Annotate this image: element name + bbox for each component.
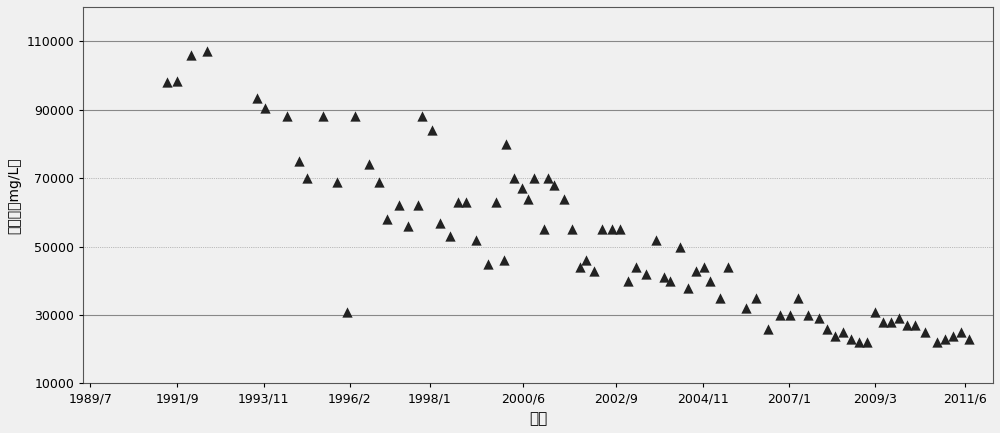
Point: [410, 202, 426, 209]
Point: [688, 267, 704, 274]
Point: [738, 305, 754, 312]
Point: [315, 113, 331, 120]
Point: [506, 174, 522, 181]
Point: [851, 339, 867, 346]
Point: [899, 322, 915, 329]
Point: [520, 195, 536, 202]
Point: [379, 216, 395, 223]
Point: [680, 284, 696, 291]
Point: [556, 195, 572, 202]
Point: [468, 236, 484, 243]
Point: [638, 271, 654, 278]
Point: [835, 329, 851, 336]
Point: [760, 325, 776, 332]
Y-axis label: 含盐量（mg/L）: 含盐量（mg/L）: [7, 157, 21, 233]
Point: [249, 94, 265, 101]
Point: [883, 318, 899, 325]
Point: [620, 277, 636, 284]
Point: [672, 243, 688, 250]
Point: [564, 226, 580, 233]
Point: [819, 325, 835, 332]
Point: [937, 336, 953, 343]
Point: [720, 264, 736, 271]
X-axis label: 日期: 日期: [529, 411, 547, 426]
Point: [496, 257, 512, 264]
Point: [604, 226, 620, 233]
Point: [790, 294, 806, 301]
Point: [279, 113, 295, 120]
Point: [291, 158, 307, 165]
Point: [612, 226, 628, 233]
Point: [488, 199, 504, 206]
Point: [907, 322, 923, 329]
Point: [458, 199, 474, 206]
Point: [572, 264, 588, 271]
Point: [662, 277, 678, 284]
Point: [450, 199, 466, 206]
Point: [400, 223, 416, 229]
Point: [480, 260, 496, 267]
Point: [702, 277, 718, 284]
Point: [514, 185, 530, 192]
Point: [169, 77, 185, 84]
Point: [578, 257, 594, 264]
Point: [867, 308, 883, 315]
Point: [917, 329, 933, 336]
Point: [536, 226, 552, 233]
Point: [257, 104, 273, 111]
Point: [424, 127, 440, 134]
Point: [961, 336, 977, 343]
Point: [586, 267, 602, 274]
Point: [442, 233, 458, 240]
Point: [712, 294, 728, 301]
Point: [648, 236, 664, 243]
Point: [432, 219, 448, 226]
Point: [628, 264, 644, 271]
Point: [811, 315, 827, 322]
Point: [347, 113, 363, 120]
Point: [696, 264, 712, 271]
Point: [540, 174, 556, 181]
Point: [891, 315, 907, 322]
Point: [391, 202, 407, 209]
Point: [843, 336, 859, 343]
Point: [953, 329, 969, 336]
Point: [800, 312, 816, 319]
Point: [594, 226, 610, 233]
Point: [361, 161, 377, 168]
Point: [772, 312, 788, 319]
Point: [656, 274, 672, 281]
Point: [546, 181, 562, 188]
Point: [929, 339, 945, 346]
Point: [159, 79, 175, 86]
Point: [299, 174, 315, 181]
Point: [183, 52, 199, 58]
Point: [875, 318, 891, 325]
Point: [748, 294, 764, 301]
Point: [859, 339, 875, 346]
Point: [498, 140, 514, 147]
Point: [339, 308, 355, 315]
Point: [827, 332, 843, 339]
Point: [945, 332, 961, 339]
Point: [782, 312, 798, 319]
Point: [199, 48, 215, 55]
Point: [329, 178, 345, 185]
Point: [371, 178, 387, 185]
Point: [526, 174, 542, 181]
Point: [414, 113, 430, 120]
